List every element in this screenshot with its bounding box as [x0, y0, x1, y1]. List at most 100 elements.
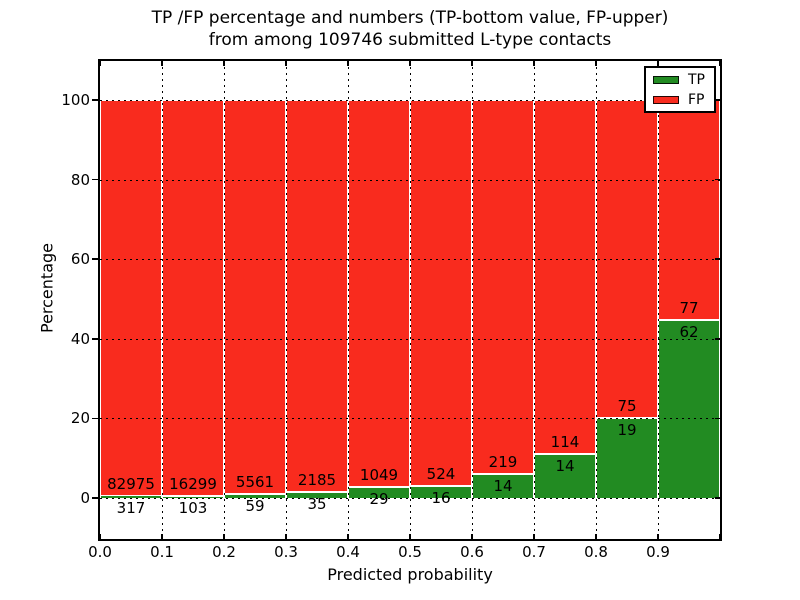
bar-segment-tp: [534, 454, 596, 498]
grid-layer: [100, 61, 720, 539]
bar-segment-fp: [286, 100, 348, 492]
fp-count-label: 5561: [235, 472, 275, 491]
vertical-gridline: [162, 61, 163, 539]
x-tick-label: 0.3: [274, 543, 298, 561]
y-tick-label: 40: [70, 329, 90, 348]
x-tick-label: 0.6: [460, 543, 484, 561]
x-axis-label: Predicted probability: [327, 565, 493, 584]
x-tick-label: 0.2: [212, 543, 236, 561]
tp-count-label: 19: [617, 420, 637, 439]
y-tick-left: [92, 99, 100, 101]
tp-count-label: 29: [369, 490, 389, 509]
horizontal-gridline: [100, 179, 720, 181]
x-tick-top: [285, 61, 287, 66]
y-tick-label: 0: [80, 489, 90, 507]
y-tick-right: [715, 99, 720, 101]
bar-segment-tp: [100, 496, 162, 498]
bar-segment-fp: [658, 100, 720, 321]
fp-count-label: 1049: [359, 466, 399, 485]
fp-count-label: 82975: [107, 475, 155, 494]
fp-count-label: 2185: [297, 470, 337, 489]
x-tick-label: 0.9: [646, 543, 670, 561]
bar-segment-tp: [596, 417, 658, 498]
x-tick-label: 0.1: [150, 543, 174, 561]
horizontal-gridline: [100, 259, 720, 261]
bar-segment-fp: [596, 100, 658, 418]
vertical-gridline: [658, 61, 659, 539]
chart-title-line2: from among 109746 submitted L-type conta…: [208, 30, 612, 50]
fp-count-label: 219: [488, 453, 518, 472]
x-tick-bottom: [533, 534, 535, 539]
y-tick-right: [715, 497, 720, 499]
horizontal-gridline: [100, 338, 720, 340]
annotations-layer: 82975 317 16299 103 5561 59 2185 35 1049 29 524 16 2…: [100, 61, 720, 539]
bar-segment-tp: [658, 320, 720, 498]
bar-segment-fp: [410, 100, 472, 487]
y-tick-label: 20: [70, 409, 90, 428]
y-tick-left: [92, 338, 100, 340]
tp-count-label: 14: [493, 477, 513, 496]
tp-count-label: 59: [245, 496, 265, 515]
x-tick-bottom: [471, 534, 473, 539]
x-tick-bottom: [595, 534, 597, 539]
x-tick-top: [347, 61, 349, 66]
tp-count-label: 14: [555, 457, 575, 476]
fp-color-swatch: [653, 95, 679, 104]
x-tick-top: [471, 61, 473, 66]
plot-area: 82975 317 16299 103 5561 59 2185 35 1049 29 524 16 2…: [98, 59, 722, 541]
vertical-gridline: [534, 61, 535, 539]
y-tick-label: 60: [70, 250, 90, 269]
vertical-gridline: [224, 61, 225, 539]
legend: TP FP: [644, 66, 716, 113]
legend-item-fp: FP: [653, 93, 714, 107]
horizontal-gridline: [100, 418, 720, 420]
y-tick-right: [715, 178, 720, 181]
vertical-gridline: [410, 61, 411, 539]
x-tick-bottom: [409, 534, 411, 539]
fp-count-label: 77: [679, 299, 699, 318]
x-tick-label: 0.5: [398, 543, 422, 561]
x-tick-top: [223, 61, 225, 66]
y-tick-left: [92, 497, 100, 499]
fp-count-label: 524: [426, 465, 456, 484]
x-tick-bottom: [285, 534, 287, 539]
y-tick-left: [92, 258, 100, 260]
x-tick-label: 0.0: [88, 543, 112, 561]
horizontal-gridline: [100, 498, 720, 499]
x-tick-top: [409, 61, 411, 66]
chart-title: TP /FP percentage and numbers (TP-bottom…: [100, 7, 720, 51]
vertical-gridline: [286, 61, 287, 539]
fp-count-label: 16299: [169, 474, 217, 493]
y-tick-right: [715, 417, 720, 420]
tp-count-label: 103: [178, 498, 208, 517]
x-tick-bottom: [99, 534, 101, 539]
bar-segment-fp: [100, 100, 162, 497]
vertical-gridline: [596, 61, 597, 539]
chart-title-line1: TP /FP percentage and numbers (TP-bottom…: [151, 8, 669, 28]
y-tick-left: [92, 178, 100, 181]
x-tick-label: 0.7: [522, 543, 546, 561]
fp-count-label: 75: [617, 396, 637, 415]
tp-count-label: 16: [431, 489, 451, 508]
x-tick-top: [595, 61, 597, 66]
vertical-gridline: [348, 61, 349, 539]
tp-count-label: 62: [679, 323, 699, 342]
x-tick-bottom: [223, 534, 225, 539]
tp-count-label: 35: [307, 494, 327, 513]
x-tick-bottom: [161, 534, 163, 539]
legend-label-tp: TP: [688, 71, 705, 88]
legend-label-fp: FP: [688, 91, 705, 108]
y-tick-label: 100: [61, 91, 90, 109]
bar-segment-fp: [224, 100, 286, 494]
legend-item-tp: TP: [653, 73, 714, 87]
vertical-gridline: [472, 61, 473, 539]
y-tick-right: [715, 338, 720, 340]
x-tick-bottom: [719, 534, 721, 539]
y-tick-left: [92, 417, 100, 420]
x-tick-top: [719, 61, 721, 66]
tp-count-label: 317: [116, 499, 146, 518]
x-tick-label: 0.8: [584, 543, 608, 561]
x-tick-top: [533, 61, 535, 66]
x-tick-top: [99, 61, 101, 66]
